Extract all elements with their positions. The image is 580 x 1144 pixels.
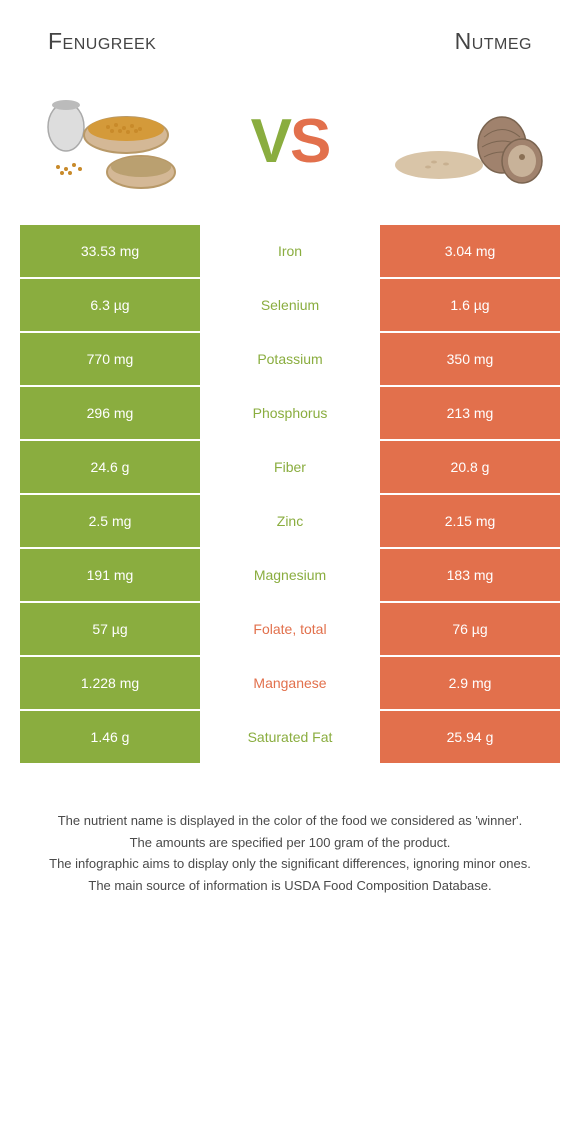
right-value: 25.94 g	[380, 711, 560, 763]
table-row: 191 mgMagnesium183 mg	[20, 549, 560, 601]
nutrient-label: Phosphorus	[200, 387, 380, 439]
right-value: 2.15 mg	[380, 495, 560, 547]
nutrient-label: Iron	[200, 225, 380, 277]
right-value: 213 mg	[380, 387, 560, 439]
right-value: 183 mg	[380, 549, 560, 601]
right-value: 20.8 g	[380, 441, 560, 493]
left-value: 24.6 g	[20, 441, 200, 493]
left-value: 296 mg	[20, 387, 200, 439]
right-value: 2.9 mg	[380, 657, 560, 709]
footnote-line: The amounts are specified per 100 gram o…	[40, 833, 540, 853]
table-row: 1.46 gSaturated Fat25.94 g	[20, 711, 560, 763]
left-value: 6.3 µg	[20, 279, 200, 331]
nutrient-label: Fiber	[200, 441, 380, 493]
header: Fenugreek Nutmeg	[0, 0, 580, 63]
table-row: 2.5 mgZinc2.15 mg	[20, 495, 560, 547]
table-row: 1.228 mgManganese2.9 mg	[20, 657, 560, 709]
hero-row: VS	[0, 63, 580, 225]
nutrient-label: Manganese	[200, 657, 380, 709]
left-value: 1.228 mg	[20, 657, 200, 709]
nutrient-label: Potassium	[200, 333, 380, 385]
left-value: 1.46 g	[20, 711, 200, 763]
nutmeg-image	[384, 87, 544, 197]
footnote-line: The infographic aims to display only the…	[40, 854, 540, 874]
vs-s: S	[290, 111, 329, 173]
table-row: 57 µgFolate, total76 µg	[20, 603, 560, 655]
left-title: Fenugreek	[48, 28, 156, 55]
nutrient-label: Magnesium	[200, 549, 380, 601]
nutrient-label: Folate, total	[200, 603, 380, 655]
nutrient-label: Zinc	[200, 495, 380, 547]
vs-v: V	[251, 111, 290, 173]
right-value: 350 mg	[380, 333, 560, 385]
left-value: 57 µg	[20, 603, 200, 655]
left-value: 770 mg	[20, 333, 200, 385]
table-row: 770 mgPotassium350 mg	[20, 333, 560, 385]
left-value: 33.53 mg	[20, 225, 200, 277]
vs-label: VS	[251, 111, 330, 173]
footnote-line: The nutrient name is displayed in the co…	[40, 811, 540, 831]
comparison-table: 33.53 mgIron3.04 mg6.3 µgSelenium1.6 µg7…	[20, 225, 560, 763]
left-value: 2.5 mg	[20, 495, 200, 547]
left-value: 191 mg	[20, 549, 200, 601]
table-row: 33.53 mgIron3.04 mg	[20, 225, 560, 277]
table-row: 6.3 µgSelenium1.6 µg	[20, 279, 560, 331]
footnote-line: The main source of information is USDA F…	[40, 876, 540, 896]
nutrient-label: Selenium	[200, 279, 380, 331]
table-row: 296 mgPhosphorus213 mg	[20, 387, 560, 439]
table-row: 24.6 gFiber20.8 g	[20, 441, 560, 493]
right-value: 76 µg	[380, 603, 560, 655]
footnote: The nutrient name is displayed in the co…	[40, 811, 540, 895]
fenugreek-image	[36, 87, 196, 197]
right-title: Nutmeg	[455, 28, 532, 55]
right-value: 1.6 µg	[380, 279, 560, 331]
right-value: 3.04 mg	[380, 225, 560, 277]
nutrient-label: Saturated Fat	[200, 711, 380, 763]
